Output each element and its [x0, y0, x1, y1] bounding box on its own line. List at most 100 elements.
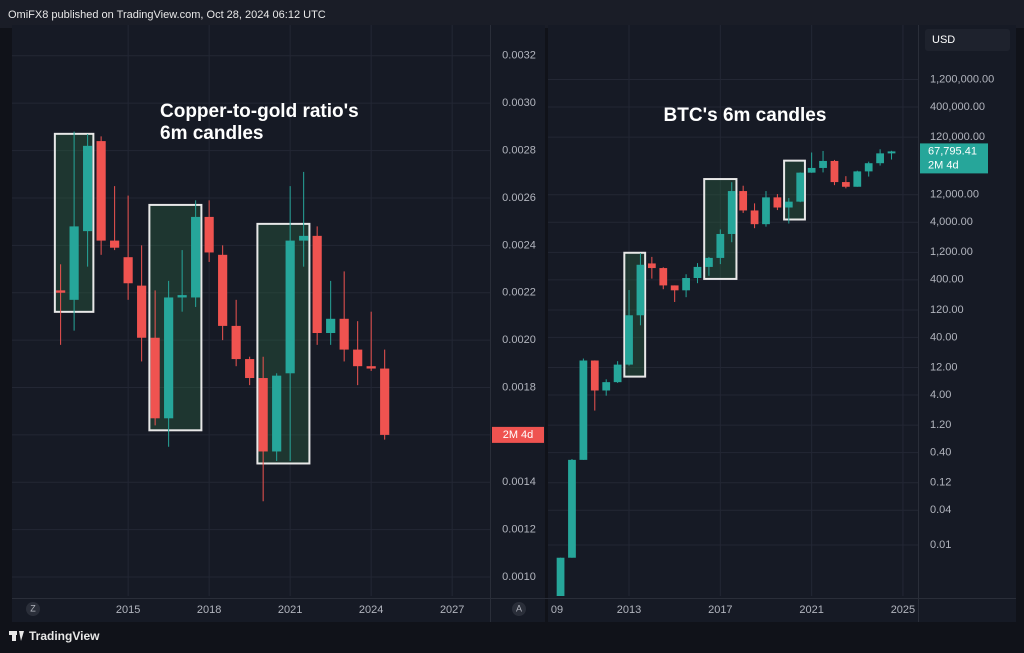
candle-body	[876, 153, 884, 164]
candle-body	[659, 268, 668, 286]
logo-part	[12, 631, 16, 641]
candle-body	[682, 278, 690, 291]
candle-body	[693, 266, 702, 279]
candle-body	[177, 295, 187, 298]
candle-body	[83, 145, 93, 232]
candle-body	[727, 191, 736, 234]
candle-body	[830, 160, 839, 183]
candle-body	[853, 171, 862, 187]
candle-body	[272, 375, 282, 452]
axis-button[interactable]	[26, 602, 40, 616]
candle-body	[636, 264, 645, 316]
y-tick-label: 0.04	[930, 504, 951, 516]
candle-body	[716, 233, 725, 258]
y-tick-label: 0.0014	[502, 476, 536, 488]
countdown-label: 2M 4d	[928, 159, 959, 171]
y-tick-label: 0.0022	[502, 287, 536, 299]
y-tick-label: 1.20	[930, 419, 951, 431]
y-tick-label: 12,000.00	[930, 189, 979, 201]
chart-title: BTC's 6m candles	[664, 105, 827, 126]
y-tick-label: 0.0024	[502, 239, 536, 251]
candle-body	[231, 325, 241, 360]
x-tick-label: 2021	[278, 604, 302, 616]
candle-body	[191, 216, 201, 298]
candle-body	[339, 318, 349, 350]
logo-part	[19, 631, 24, 641]
x-tick-label: 2015	[116, 604, 140, 616]
price-label: 67,795.41	[928, 145, 977, 157]
y-tick-label: 1,200,000.00	[930, 73, 994, 85]
candle-body	[245, 359, 255, 379]
footer-logo	[9, 631, 24, 641]
candle-body	[312, 235, 322, 334]
candle-body	[750, 210, 759, 225]
y-tick-label: 0.01	[930, 539, 951, 551]
x-tick-label: 2021	[799, 604, 823, 616]
y-tick-label: 1,200.00	[930, 246, 973, 258]
candle-body	[773, 197, 782, 208]
candle-body	[556, 557, 565, 596]
y-tick-label: 120.00	[930, 304, 964, 316]
y-tick-label: 4.00	[930, 389, 951, 401]
x-tick-label: 09	[551, 604, 563, 616]
candle-body	[568, 459, 576, 558]
candle-body	[380, 368, 390, 435]
y-tick-label: 0.0026	[502, 192, 536, 204]
y-tick-label: 0.0012	[502, 524, 536, 536]
axis-button-label[interactable]: Z	[30, 603, 36, 613]
currency-label[interactable]: USD	[932, 34, 955, 46]
currency-box[interactable]	[925, 29, 1010, 51]
candle-body	[864, 163, 873, 172]
candle-body	[96, 141, 106, 241]
y-tick-label: 0.0032	[502, 50, 536, 62]
axis-button[interactable]	[512, 602, 526, 616]
x-tick-label: 2017	[708, 604, 732, 616]
candle-body	[841, 182, 850, 187]
plot-area	[548, 25, 918, 596]
countdown-label: 2M 4d	[503, 429, 534, 441]
candle-body	[204, 216, 214, 253]
candle-body	[366, 366, 376, 369]
candle-body	[285, 240, 295, 374]
y-tick-label: 40.00	[930, 331, 958, 343]
y-tick-label: 0.0020	[502, 334, 536, 346]
candle-body	[164, 297, 174, 419]
candle-body	[110, 240, 120, 248]
candle-body	[69, 226, 79, 300]
candle-body	[819, 160, 827, 168]
candle-body	[218, 254, 228, 326]
candle-body	[590, 360, 599, 391]
candle-body	[299, 235, 309, 241]
y-tick-label: 12.00	[930, 361, 958, 373]
candle-body	[56, 290, 66, 293]
x-tick-label: 2025	[891, 604, 915, 616]
axis-button-label[interactable]: A	[516, 603, 522, 613]
candle-body	[326, 318, 336, 334]
y-tick-label: 400.00	[930, 274, 964, 286]
candle-body	[258, 378, 268, 452]
y-tick-label: 0.0018	[502, 381, 536, 393]
candle-body	[807, 167, 816, 173]
chart-title: Copper-to-gold ratio's	[160, 101, 359, 122]
y-tick-label: 0.0028	[502, 144, 536, 156]
candle-body	[150, 337, 160, 419]
candle-body	[762, 197, 770, 225]
y-tick-label: 0.0010	[502, 571, 536, 583]
candle-body	[123, 257, 133, 284]
candle-body	[705, 257, 713, 267]
candle-body	[670, 285, 679, 291]
candle-body	[739, 191, 748, 211]
left-panel	[12, 25, 545, 622]
header-bar	[0, 0, 1024, 28]
y-tick-label: 0.12	[930, 477, 951, 489]
y-tick-label: 4,000.00	[930, 216, 973, 228]
price-badge	[920, 143, 988, 174]
chart-title: 6m candles	[160, 123, 264, 144]
y-tick-label: 0.40	[930, 447, 951, 459]
candle-body	[353, 349, 363, 367]
candle-body	[602, 382, 611, 391]
candle-body	[579, 360, 588, 460]
candle-body	[647, 263, 656, 269]
candle-body	[796, 172, 805, 202]
